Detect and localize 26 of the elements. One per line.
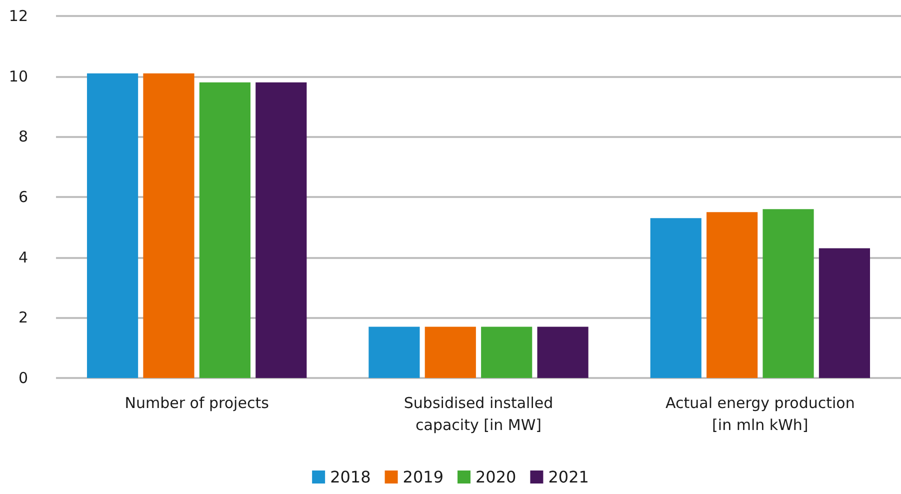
bar (537, 326, 588, 378)
y-tick-label: 6 (18, 188, 28, 206)
y-tick-label: 4 (18, 248, 28, 266)
bar (650, 218, 702, 378)
bar (818, 248, 870, 378)
bar (368, 326, 420, 378)
legend-label: 2021 (548, 468, 589, 486)
legend-label: 2020 (476, 468, 516, 486)
bar (762, 209, 814, 378)
y-tick-label: 2 (18, 308, 28, 327)
x-tick-label: Actual energy production [in mln kWh] (665, 394, 855, 434)
x-tick-label: Subsidised installed capacity [in MW] (404, 394, 554, 434)
legend-label: 2018 (330, 468, 371, 486)
bar (481, 326, 532, 378)
y-tick-label: 8 (18, 128, 28, 146)
bar (86, 73, 138, 378)
legend-label: 2019 (402, 468, 444, 486)
y-tick-label: 0 (18, 369, 28, 387)
y-tick-label: 12 (8, 7, 28, 25)
bar (424, 326, 476, 378)
x-tick-label: Number of projects (124, 394, 270, 412)
bar (706, 212, 758, 378)
bar (199, 82, 250, 378)
y-tick-label: 10 (8, 67, 28, 86)
bar (143, 73, 194, 378)
bar (256, 82, 307, 378)
